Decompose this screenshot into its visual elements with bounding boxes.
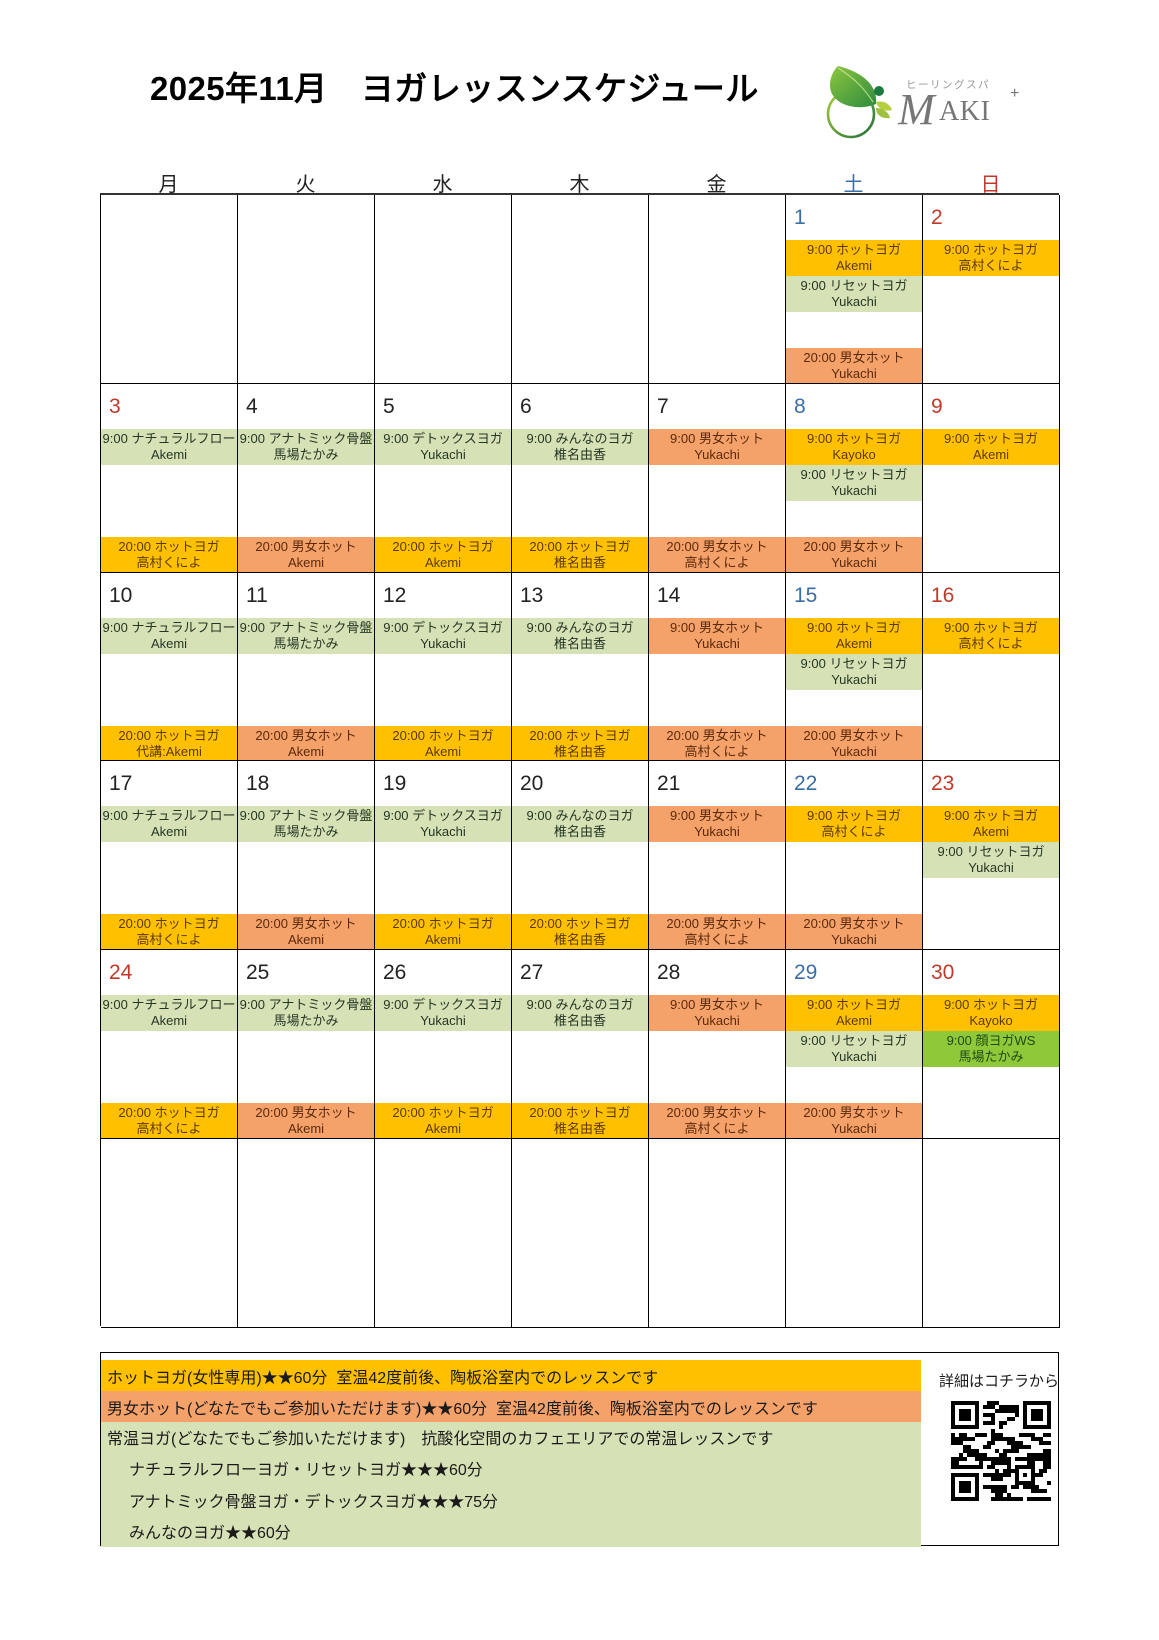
svg-text:AKI: AKI [939,96,990,127]
svg-text:+: + [1010,85,1019,102]
svg-text:M: M [897,85,937,134]
